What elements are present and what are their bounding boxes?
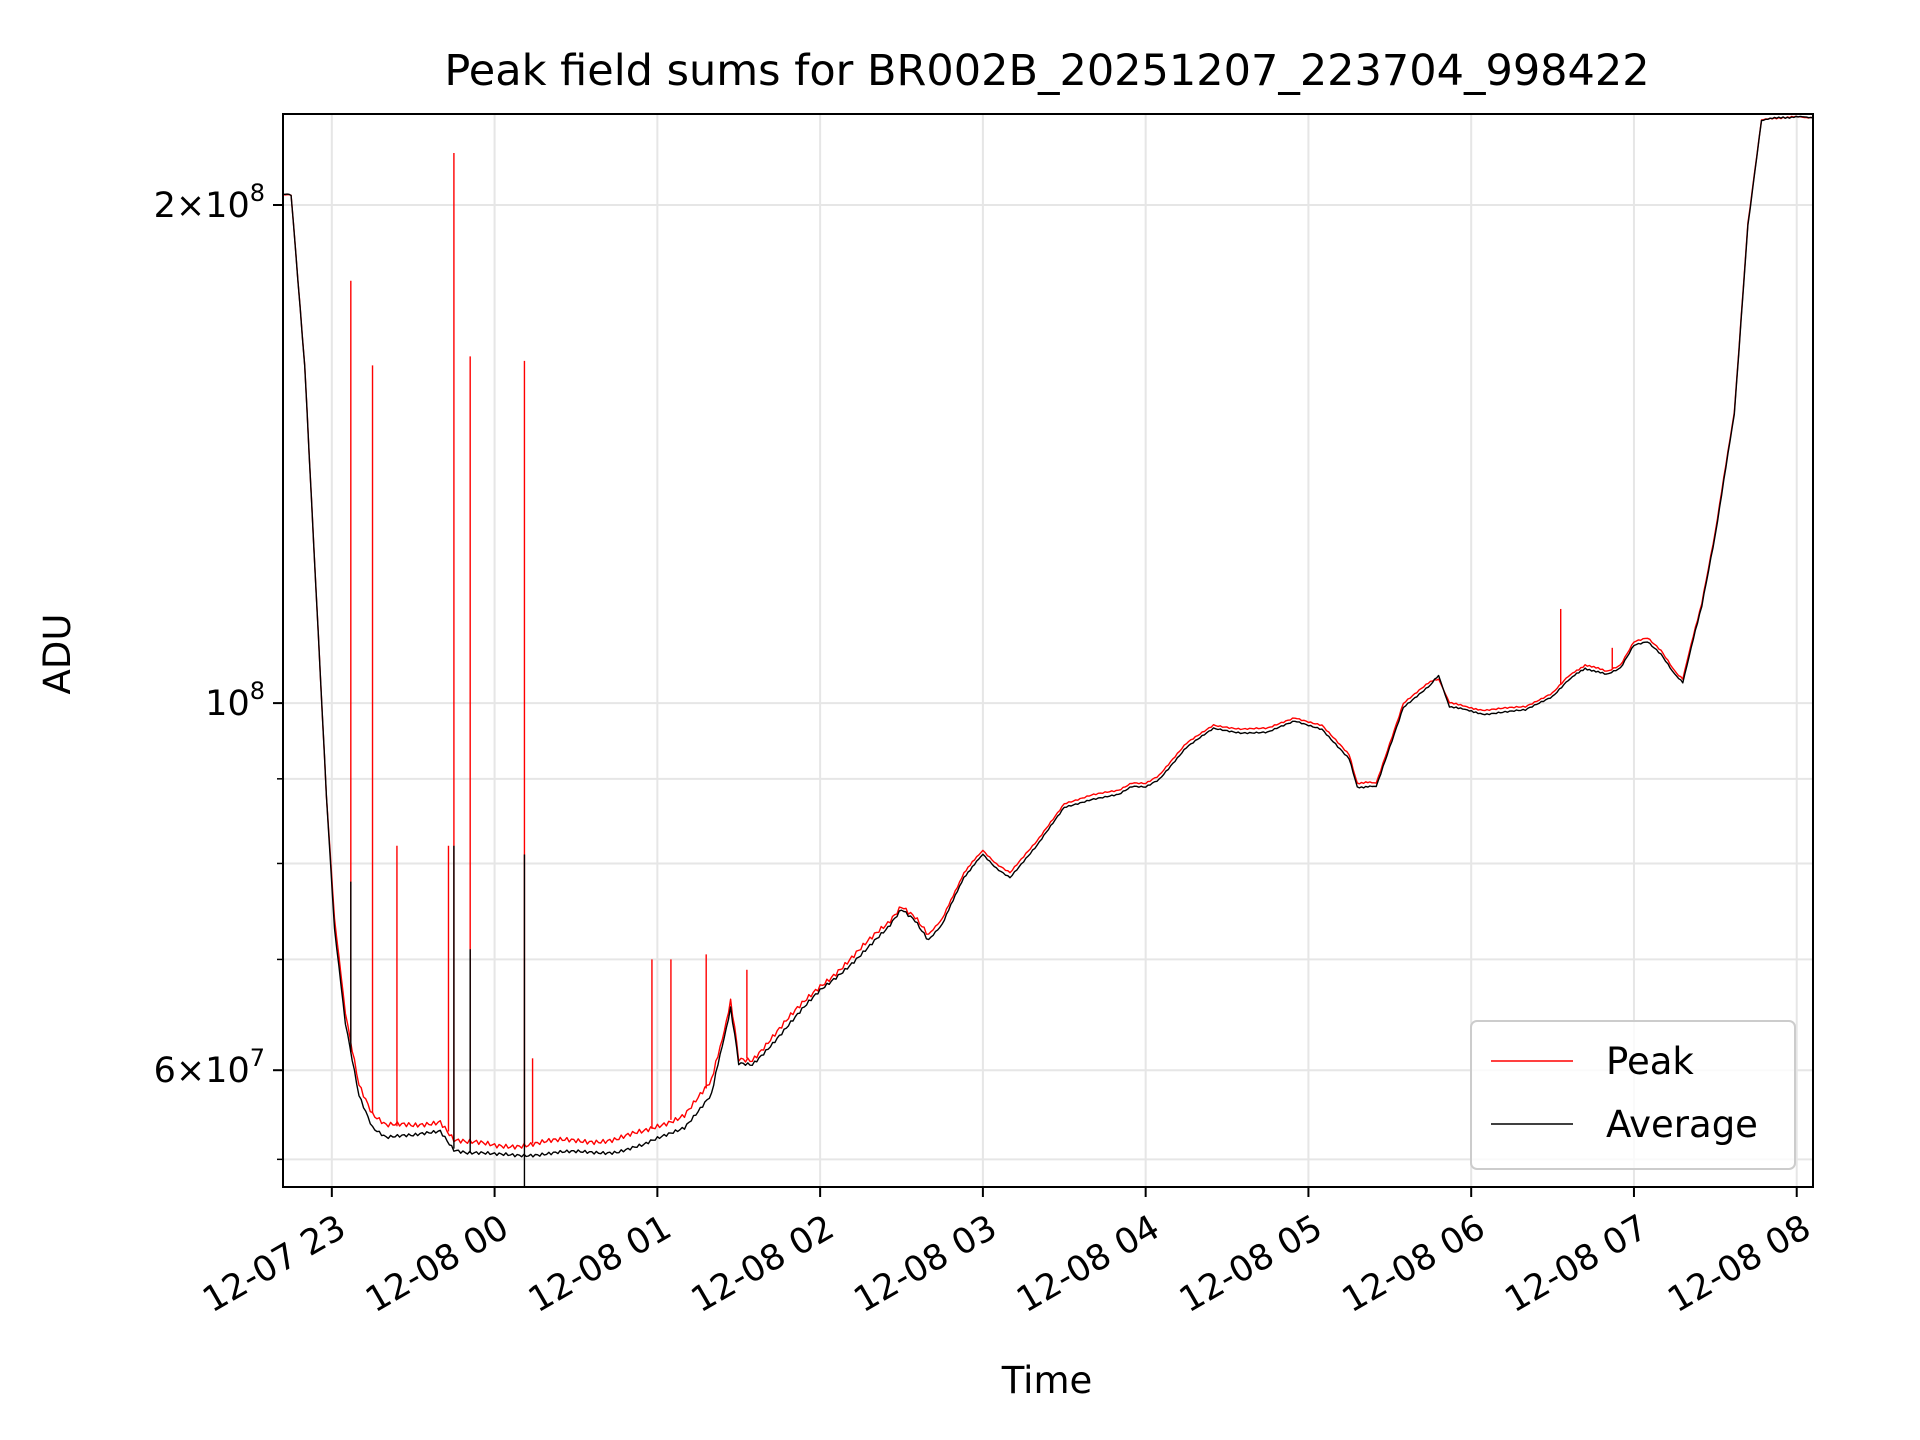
x-axis-label: Time [1001, 1359, 1093, 1402]
y-tick-label: 2×108 [154, 179, 265, 226]
legend-label-peak: Peak [1606, 1040, 1694, 1083]
series-line-peak [282, 115, 1814, 1150]
series-line-average [283, 115, 1814, 1158]
legend-box [1470, 1020, 1796, 1170]
y-axis-label: ADU [36, 614, 79, 695]
y-tick-label: 6×107 [154, 1044, 265, 1091]
plot-frame [282, 113, 1814, 1188]
legend-label-average: Average [1606, 1103, 1758, 1146]
legend: Peak Average [1470, 1020, 1796, 1170]
grid [283, 114, 1813, 1187]
plot-area [283, 114, 1813, 1187]
y-tick-label: 108 [205, 677, 265, 724]
series-layer [282, 115, 1814, 1187]
chart-title: Peak field sums for BR002B_20251207_2237… [444, 46, 1649, 96]
